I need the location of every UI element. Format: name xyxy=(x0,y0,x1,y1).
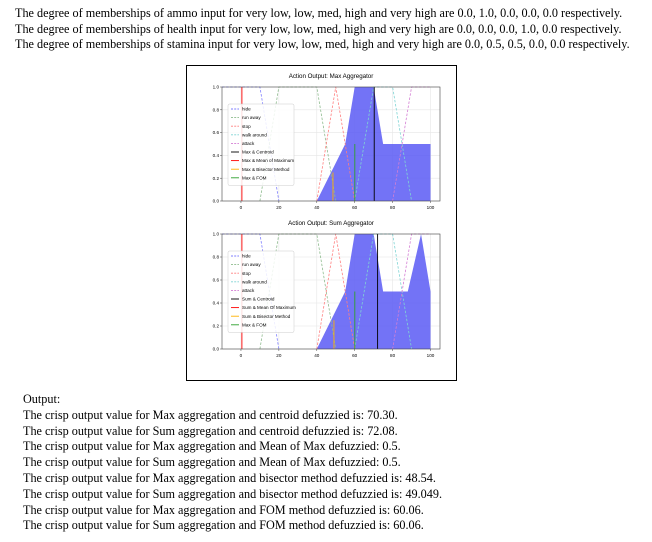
axes-frame xyxy=(221,233,441,350)
legend-label: Max & Mean of Maximum xyxy=(242,158,294,163)
x-tick-label: 80 xyxy=(390,353,396,358)
x-tick-label: 20 xyxy=(276,353,282,358)
x-tick-label: 60 xyxy=(352,353,358,358)
legend: hide run away stop walk around attack Max & C… xyxy=(227,103,295,186)
legend-label: attack xyxy=(242,141,255,146)
legend-box xyxy=(227,250,295,333)
output-line-sum-fom: The crisp output value for Sum aggregati… xyxy=(23,518,424,533)
x-tick-label: 40 xyxy=(314,205,320,210)
x-tick-label: 0 xyxy=(240,353,243,358)
legend-label: attack xyxy=(242,288,255,293)
x-tick-label: 100 xyxy=(427,353,435,358)
x-tick-label: 0 xyxy=(240,205,243,210)
legend-label: hide xyxy=(242,254,251,259)
intro-line-health: The degree of memberships of health inpu… xyxy=(15,21,622,36)
aggregate-area xyxy=(316,87,431,201)
intro-text: The degree of memberships of ammo input … xyxy=(15,6,645,53)
output-line-max-fom: The crisp output value for Max aggregati… xyxy=(23,502,424,517)
legend-label: Max & Bisector Method xyxy=(242,167,290,172)
y-tick-label: 0.2 xyxy=(213,324,220,329)
y-tick-label: 1.0 xyxy=(213,232,220,237)
x-tick-label: 40 xyxy=(314,353,320,358)
legend-label: stop xyxy=(242,271,251,276)
output-line-max-bisector: The crisp output value for Max aggregati… xyxy=(23,470,436,485)
legend-label: Max & FOM xyxy=(242,322,267,327)
figure-frame: Action Output: Max Aggregator 0 20 40 60 80 10… xyxy=(186,65,457,381)
intro-line-ammo: The degree of memberships of ammo input … xyxy=(15,6,623,20)
output-line-max-centroid: The crisp output value for Max aggregati… xyxy=(23,407,398,422)
legend-label: hide xyxy=(242,107,251,112)
chart-title: Action Output: Sum Aggregator xyxy=(288,220,374,227)
output-section: Output: The crisp output value for Max a… xyxy=(23,392,643,534)
y-tick-label: 0.4 xyxy=(213,301,220,306)
y-tick-label: 0.6 xyxy=(213,130,220,135)
y-tick-label: 0.4 xyxy=(213,153,220,158)
y-tick-label: 1.0 xyxy=(213,85,220,90)
chart-1: Action Output: Max Aggregator 0 20 40 60 80 10… xyxy=(213,73,441,210)
output-line-max-mom: The crisp output value for Max aggregati… xyxy=(23,439,401,454)
x-tick-label: 60 xyxy=(352,205,358,210)
output-line-sum-mom: The crisp output value for Sum aggregati… xyxy=(23,455,401,470)
output-line-sum-centroid: The crisp output value for Sum aggregati… xyxy=(23,423,398,438)
x-tick-label: 80 xyxy=(390,205,396,210)
figure-svg: Action Output: Max Aggregator 0 20 40 60 80 10… xyxy=(213,73,441,358)
y-tick-label: 0.6 xyxy=(213,278,220,283)
y-tick-label: 0.0 xyxy=(213,199,220,204)
x-tick-label: 100 xyxy=(427,205,435,210)
chart-2: Action Output: Sum Aggregator 0 20 40 60 80 10… xyxy=(213,220,441,358)
legend-label: walk around xyxy=(242,279,267,284)
legend: hide run away stop walk around attack Sum & C… xyxy=(227,250,296,333)
legend-label: stop xyxy=(242,124,251,129)
axes-frame xyxy=(221,86,441,202)
legend-label: run away xyxy=(242,115,261,120)
legend-label: Sum & Mean Of Maximum xyxy=(242,305,296,310)
legend-label: Sum & Centroid xyxy=(242,297,275,302)
legend-label: Max & FOM xyxy=(242,175,267,180)
y-tick-label: 0.8 xyxy=(213,255,220,260)
legend-label: run away xyxy=(242,262,261,267)
legend-label: Sum & Bisector Method xyxy=(242,314,291,319)
legend-label: walk around xyxy=(242,132,267,137)
aggregate-area xyxy=(316,234,431,349)
intro-line-stamina: The degree of memberships of stamina inp… xyxy=(15,37,630,51)
output-heading: Output: xyxy=(23,392,61,406)
x-tick-label: 20 xyxy=(276,205,282,210)
output-line-sum-bisector: The crisp output value for Sum aggregati… xyxy=(23,486,443,501)
chart-title: Action Output: Max Aggregator xyxy=(289,73,374,80)
legend-box xyxy=(227,103,295,186)
legend-label: Max & Centroid xyxy=(242,150,274,155)
y-tick-label: 0.2 xyxy=(213,176,220,181)
y-tick-label: 0.8 xyxy=(213,107,220,112)
y-tick-label: 0.0 xyxy=(213,347,220,352)
